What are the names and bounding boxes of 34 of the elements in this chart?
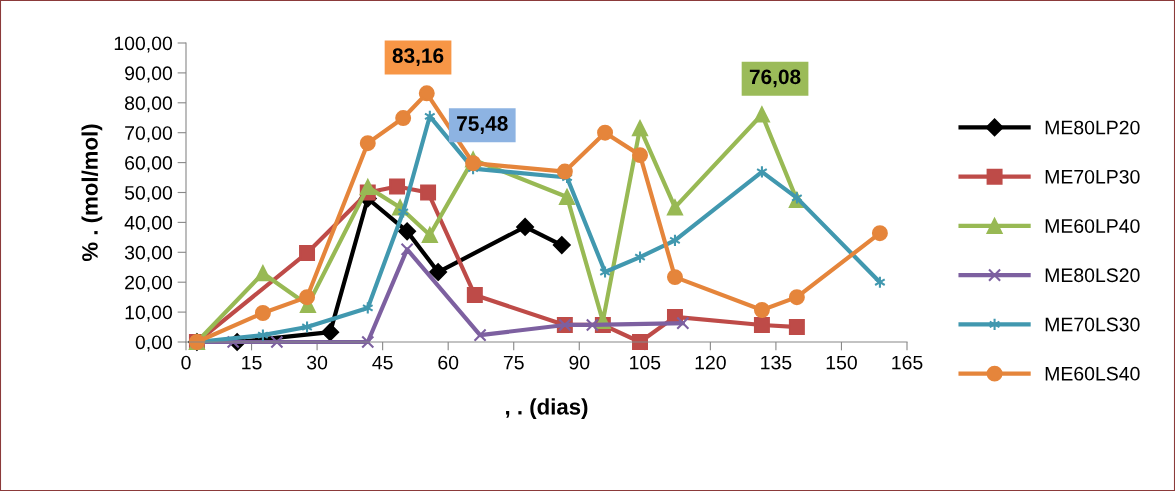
annotation: 83,16 <box>392 48 444 67</box>
x-tick-label: 135 <box>761 355 792 370</box>
y-tick-label: 30,00 <box>124 245 173 262</box>
x-tick-label: 60 <box>438 355 459 370</box>
legend-label: ME80LS20 <box>1045 268 1140 283</box>
y-tick-label: 0,00 <box>135 335 173 352</box>
legend-label: ME60LS40 <box>1045 366 1140 381</box>
y-axis-title: % . (mol/mol) <box>81 124 103 262</box>
y-tick-label: 70,00 <box>125 126 173 143</box>
x-tick-label: 105 <box>630 355 661 370</box>
x-tick-label: 45 <box>372 355 393 370</box>
legend-label: ME80LP20 <box>1045 120 1140 135</box>
x-axis-title: , . (dias) <box>506 398 588 420</box>
y-tick-label: 10,00 <box>125 305 173 322</box>
y-tick-label: 20,00 <box>125 275 173 292</box>
legend-label: ME60LP40 <box>1045 219 1140 233</box>
y-tick-label: 40,00 <box>124 215 173 232</box>
x-tick-label: 75 <box>503 355 524 370</box>
x-tick-label: 15 <box>242 355 262 370</box>
x-tick-label: 165 <box>892 355 923 370</box>
x-tick-label: 120 <box>695 355 726 370</box>
annotation: 76,08 <box>749 69 801 88</box>
y-tick-label: 90,00 <box>125 66 173 83</box>
annotation: 75,48 <box>457 116 508 134</box>
x-tick-label: 150 <box>826 355 857 370</box>
x-tick-label: 30 <box>307 355 328 370</box>
y-tick-label: 50,00 <box>124 185 173 203</box>
y-tick-label: 80,00 <box>125 96 173 113</box>
y-tick-label: 60,00 <box>125 156 173 173</box>
y-tick-label: 100,00 <box>114 36 173 53</box>
legend-label: ME70LS30 <box>1045 317 1140 332</box>
x-tick-label: 0 <box>181 355 191 370</box>
x-tick-label: 90 <box>569 355 590 370</box>
legend-label: ME70LP30 <box>1045 169 1140 184</box>
